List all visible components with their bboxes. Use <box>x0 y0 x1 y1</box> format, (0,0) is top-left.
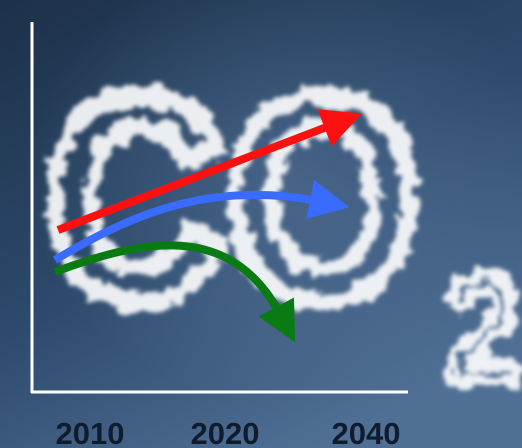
cloud-subscript: 2 <box>446 244 520 412</box>
x-label: 2040 <box>332 416 401 448</box>
red-arrow <box>56 109 362 234</box>
green-arrow <box>53 241 296 343</box>
x-label: 2010 <box>56 416 125 448</box>
blue-arrow <box>52 179 350 264</box>
x-label: 2020 <box>191 416 260 448</box>
